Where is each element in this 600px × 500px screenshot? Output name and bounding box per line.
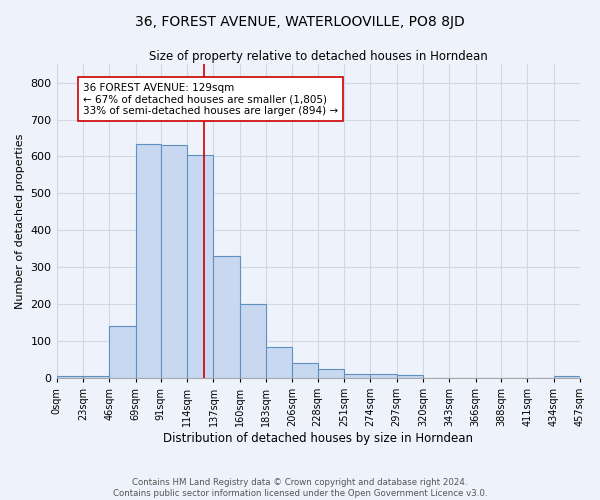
Bar (317, 369, 344, 378)
Bar (83, 376, 109, 378)
Bar (370, 374, 397, 378)
Bar (292, 364, 317, 378)
Bar (136, 144, 161, 378)
Bar (344, 374, 370, 378)
Bar (109, 326, 136, 378)
X-axis label: Distribution of detached houses by size in Horndean: Distribution of detached houses by size … (163, 432, 473, 445)
Bar (266, 346, 292, 378)
Text: Contains HM Land Registry data © Crown copyright and database right 2024.
Contai: Contains HM Land Registry data © Crown c… (113, 478, 487, 498)
Bar (214, 256, 240, 378)
Bar (554, 376, 580, 378)
Y-axis label: Number of detached properties: Number of detached properties (15, 134, 25, 309)
Bar (240, 304, 266, 378)
Bar (397, 376, 423, 378)
Text: 36, FOREST AVENUE, WATERLOOVILLE, PO8 8JD: 36, FOREST AVENUE, WATERLOOVILLE, PO8 8J… (135, 15, 465, 29)
Bar (161, 146, 187, 378)
Bar (56, 376, 83, 378)
Bar (187, 154, 214, 378)
Text: 36 FOREST AVENUE: 129sqm
← 67% of detached houses are smaller (1,805)
33% of sem: 36 FOREST AVENUE: 129sqm ← 67% of detach… (83, 82, 338, 116)
Title: Size of property relative to detached houses in Horndean: Size of property relative to detached ho… (149, 50, 488, 63)
